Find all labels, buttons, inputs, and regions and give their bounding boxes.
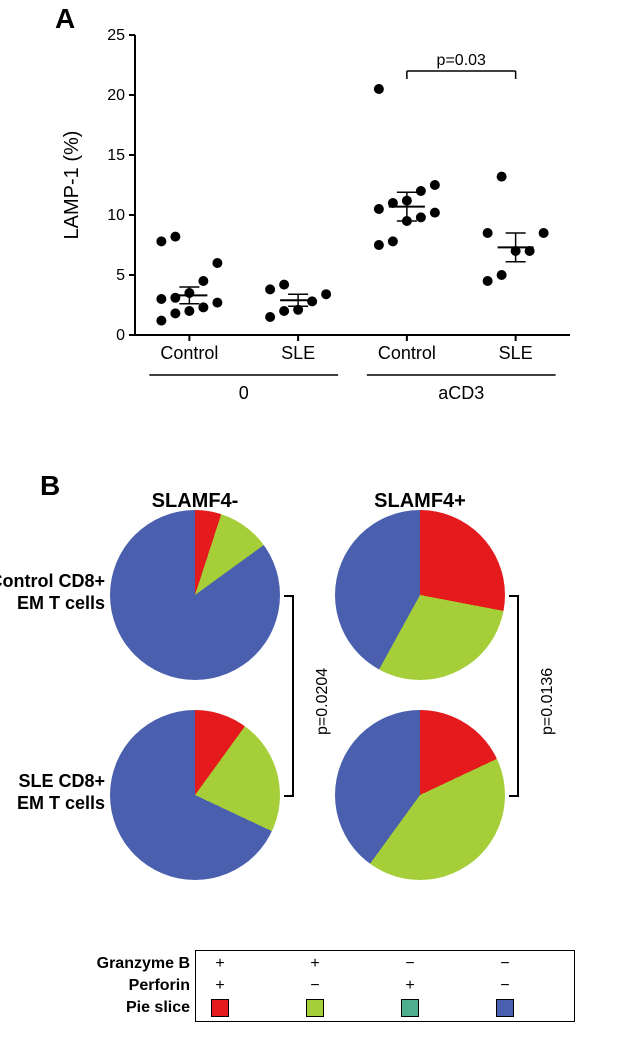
data-point [388,236,398,246]
legend-cell: − [460,955,550,973]
legend-swatch [401,999,419,1017]
data-point [212,258,222,268]
x-condition-label: 0 [239,383,249,403]
pvalue-bar-cap [509,795,519,797]
data-point [279,280,289,290]
pvalue-bar-cap [509,595,519,597]
x-group-label: Control [378,343,436,363]
data-point [416,186,426,196]
data-point [483,228,493,238]
data-point [198,276,208,286]
pvalue-bar [292,595,294,795]
data-point [374,240,384,250]
legend-swatch [211,999,229,1017]
data-point [170,232,180,242]
x-condition-label: aCD3 [438,383,484,403]
data-point [184,306,194,316]
legend-swatch [496,999,514,1017]
panel-a-scatter: 0 5 10 15 20 25 LAMP-1 (%) Control SLE Control SLE… [60,10,580,430]
data-point [156,316,166,326]
pvalue-label: p=0.0204 [314,668,332,735]
legend-row-label: Perforin [60,977,190,995]
data-point [156,236,166,246]
data-point [265,312,275,322]
ytick-label: 0 [116,327,125,344]
pvalue-bar-cap [284,795,294,797]
legend-cell: + [365,977,455,995]
legend-cell: + [270,955,360,973]
data-point [170,293,180,303]
data-point [265,284,275,294]
data-point [374,204,384,214]
y-axis-label: LAMP-1 (%) [61,131,83,240]
ytick-label: 10 [107,207,125,224]
legend-swatch [306,999,324,1017]
pvalue-bar-cap [284,595,294,597]
legend-cell: − [460,977,550,995]
ytick-label: 5 [116,267,125,284]
data-point [430,208,440,218]
data-point [279,306,289,316]
data-point [497,172,507,182]
row-label: SLE CD8+EM T cells [0,771,105,814]
data-point [539,228,549,238]
data-point [307,296,317,306]
legend-cell: − [365,955,455,973]
pie-chart [110,710,280,880]
legend-cell: + [175,977,265,995]
data-point [321,289,331,299]
pie-chart [335,710,505,880]
legend: Granzyme BPerforinPie slice+++−−+−− [60,955,580,1035]
data-point [430,180,440,190]
data-point [497,270,507,280]
ytick-label: 15 [107,147,125,164]
pvalue-bar [517,595,519,795]
legend-row-label: Pie slice [60,999,190,1017]
x-group-label: SLE [281,343,315,363]
legend-row-label: Granzyme B [60,955,190,973]
x-group-label: SLE [499,343,533,363]
legend-cell: + [175,955,265,973]
pie-chart [335,510,505,680]
data-point [212,298,222,308]
data-point [170,308,180,318]
panel-b-pies: SLAMF4-SLAMF4+Control CD8+EM T cellsSLE … [40,490,600,920]
x-group-label: Control [160,343,218,363]
data-point [374,84,384,94]
data-point [483,276,493,286]
pvalue-label: p=0.0136 [539,668,557,735]
data-point [198,302,208,312]
data-point [416,212,426,222]
ytick-label: 20 [107,87,125,104]
data-point [156,294,166,304]
pvalue-label: p=0.03 [437,52,486,69]
row-label: Control CD8+EM T cells [0,571,105,614]
pie-chart [110,510,280,680]
ytick-label: 25 [107,27,125,44]
legend-cell: − [270,977,360,995]
